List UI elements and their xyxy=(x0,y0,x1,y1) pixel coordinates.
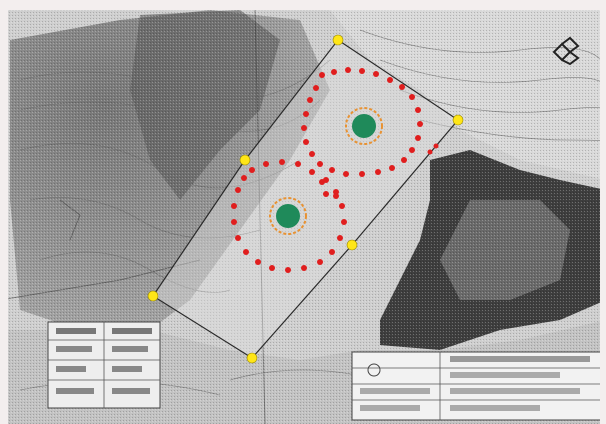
map-right-border xyxy=(600,0,606,424)
survey-marker-corner-s xyxy=(246,352,258,364)
north-arrow-icon xyxy=(552,36,580,66)
legend-box-icon xyxy=(47,321,161,409)
survey-marker-corner-nw xyxy=(239,154,251,166)
survey-marker-corner-n xyxy=(332,34,344,46)
map-left-border xyxy=(0,0,8,424)
buffer-ring-north xyxy=(301,67,423,199)
survey-marker-corner-e xyxy=(452,114,464,126)
well-north xyxy=(345,107,383,145)
survey-marker-corner-mid-e xyxy=(346,239,358,251)
well-south xyxy=(269,197,307,235)
title-block-icon xyxy=(351,351,603,421)
buffer-ring-south xyxy=(231,143,439,273)
survey-marker-corner-w xyxy=(147,290,159,302)
map-top-border xyxy=(0,0,606,10)
survey-markers xyxy=(147,34,464,364)
